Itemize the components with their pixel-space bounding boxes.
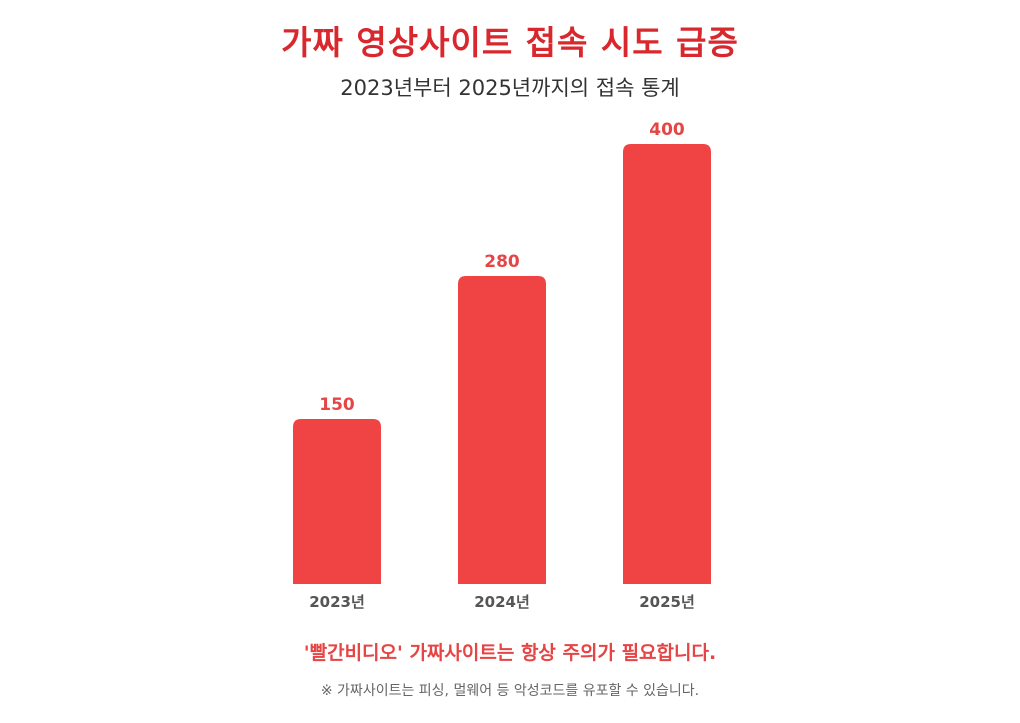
category-label-3: 2025년 bbox=[639, 593, 695, 611]
warning-message: '빨간비디오' 가짜사이트는 항상 주의가 필요합니다. bbox=[303, 642, 717, 664]
bar-2 bbox=[458, 276, 546, 584]
bar-value-label-3: 400 bbox=[649, 120, 685, 140]
bar-value-label-1: 150 bbox=[319, 395, 355, 415]
category-label-2: 2024년 bbox=[474, 593, 530, 611]
chart-title: 가짜 영상사이트 접속 시도 급증 bbox=[281, 23, 739, 62]
footnote: ※ 가짜사이트는 피싱, 멀웨어 등 악성코드를 유포할 수 있습니다. bbox=[320, 683, 700, 699]
bar-value-label-2: 280 bbox=[484, 252, 520, 272]
bar-1 bbox=[293, 419, 381, 584]
chart-subtitle: 2023년부터 2025년까지의 접속 통계 bbox=[340, 76, 680, 100]
category-label-1: 2023년 bbox=[309, 593, 365, 611]
bar-3 bbox=[623, 144, 711, 584]
bar-chart: 150 2023년 280 2024년 400 2025년 bbox=[293, 120, 711, 611]
